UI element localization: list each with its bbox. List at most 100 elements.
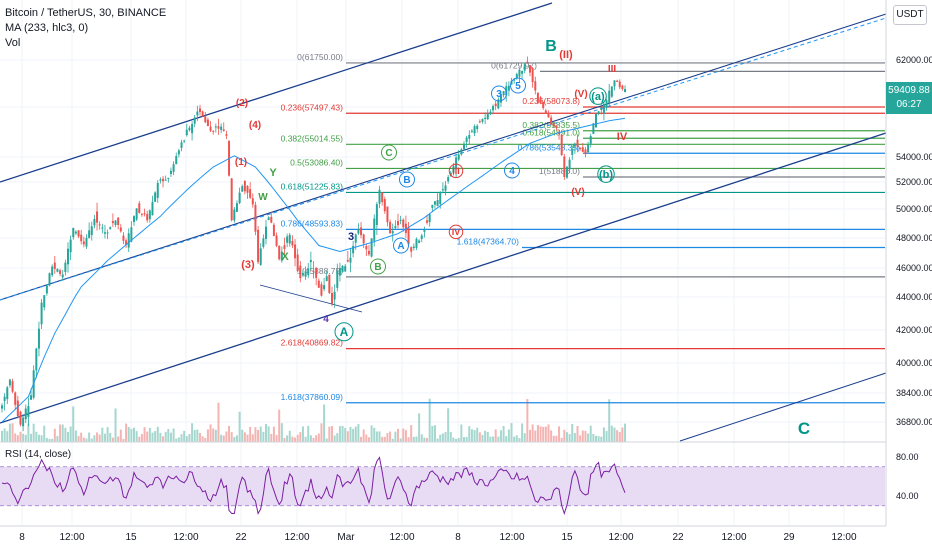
volume-bar bbox=[138, 436, 141, 442]
candle-body bbox=[375, 204, 378, 225]
volume-bar bbox=[275, 435, 278, 442]
candle-body bbox=[323, 285, 326, 290]
volume-bar bbox=[510, 423, 513, 442]
volume-bar bbox=[259, 426, 262, 442]
volume-bar bbox=[468, 426, 471, 442]
candle-body bbox=[162, 178, 165, 182]
candle-body bbox=[529, 65, 531, 73]
candle-body bbox=[201, 111, 204, 116]
volume-bar bbox=[167, 429, 170, 442]
volume-bar bbox=[45, 437, 48, 442]
wave-label: (V) bbox=[574, 89, 587, 100]
volume-bar bbox=[294, 437, 297, 442]
candle-body bbox=[336, 270, 339, 288]
candle-body bbox=[492, 106, 495, 111]
candle-body bbox=[589, 136, 592, 144]
candle-body bbox=[265, 226, 267, 239]
volume-bar bbox=[333, 435, 336, 442]
volume-bar bbox=[172, 428, 175, 442]
candle-body bbox=[536, 93, 539, 103]
candle-body bbox=[394, 226, 397, 228]
vol-legend[interactable]: Vol bbox=[5, 37, 21, 49]
candle-body bbox=[275, 235, 278, 246]
moving-average bbox=[1, 117, 626, 423]
candle-body bbox=[489, 111, 492, 114]
candle-body bbox=[301, 273, 304, 276]
fib-level-label: 0.5(53086.40) bbox=[290, 157, 343, 167]
candle-body bbox=[447, 177, 450, 182]
volume-bar bbox=[602, 427, 605, 442]
candle-body bbox=[407, 227, 410, 245]
volume-bar bbox=[191, 423, 194, 442]
price-axis-label: 42000.00 bbox=[896, 325, 932, 335]
candle-body bbox=[605, 100, 608, 108]
volume-bar bbox=[246, 434, 249, 442]
candle-body bbox=[550, 117, 553, 125]
wave-label-circle bbox=[381, 144, 397, 161]
candle-body bbox=[507, 85, 510, 91]
wave-label-circle bbox=[370, 258, 386, 275]
price-axis-label: 36800.00 bbox=[896, 417, 932, 427]
volume-bar bbox=[312, 437, 315, 442]
volume-bar bbox=[344, 428, 347, 442]
volume-bar bbox=[486, 431, 489, 442]
candle-body bbox=[88, 230, 91, 238]
volume-bar bbox=[568, 434, 571, 442]
candle-body bbox=[481, 119, 484, 122]
candle-body bbox=[563, 156, 566, 177]
volume-bar bbox=[539, 426, 542, 442]
candle-body bbox=[151, 201, 154, 215]
wave-label-circle bbox=[399, 171, 415, 188]
candle-body bbox=[420, 235, 423, 240]
candle-body bbox=[558, 132, 561, 134]
wave-label: B bbox=[545, 38, 557, 55]
candle-body bbox=[148, 210, 151, 220]
volume-bar bbox=[444, 432, 447, 442]
rsi-legend[interactable]: RSI (14, close) bbox=[5, 449, 72, 460]
candle-body bbox=[135, 208, 138, 220]
time-axis-label: 15 bbox=[125, 532, 137, 543]
candle-body bbox=[27, 406, 30, 417]
candle-body bbox=[249, 189, 252, 198]
candle-body bbox=[154, 192, 157, 202]
volume-bar bbox=[156, 426, 159, 442]
volume-bar bbox=[220, 434, 223, 442]
volume-bar bbox=[365, 434, 368, 442]
candle-body bbox=[72, 228, 75, 238]
volume-bar bbox=[373, 427, 376, 442]
candle-body bbox=[610, 86, 613, 97]
volume-bar bbox=[214, 429, 217, 442]
volume-bar bbox=[555, 435, 558, 442]
candle-body bbox=[127, 233, 130, 248]
candle-body bbox=[51, 266, 54, 276]
time-axis-label: 8 bbox=[455, 532, 461, 543]
candle-body bbox=[156, 182, 159, 198]
elliott-wave-labels: B C (II) (V) (V) (a) (b) III IV (2)(4) (3) (1) Y W X 3 4… bbox=[235, 38, 810, 438]
candle-body bbox=[143, 213, 146, 215]
volume-bar bbox=[621, 427, 624, 442]
volume-bar bbox=[426, 438, 429, 442]
candle-body bbox=[59, 270, 62, 275]
candle-body bbox=[6, 387, 9, 400]
volume-bar bbox=[225, 431, 228, 442]
candle-body bbox=[423, 229, 426, 232]
price-candles bbox=[1, 56, 627, 432]
volume-bar bbox=[536, 425, 539, 442]
candle-body bbox=[418, 240, 421, 243]
volume-bar bbox=[542, 426, 545, 442]
candle-body bbox=[595, 113, 597, 128]
volume-bar bbox=[354, 426, 357, 442]
wave-label: B bbox=[403, 175, 410, 186]
candle-body bbox=[93, 219, 96, 226]
candle-body bbox=[209, 126, 212, 131]
volume-bar bbox=[43, 425, 46, 442]
candle-body bbox=[212, 130, 215, 132]
currency-button[interactable]: USDT bbox=[893, 5, 927, 25]
volume-bar bbox=[595, 435, 597, 442]
candle-body bbox=[40, 302, 43, 325]
wave-label: (II) bbox=[559, 49, 573, 61]
volume-bar bbox=[420, 434, 423, 442]
volume-bars bbox=[1, 398, 627, 442]
ma-legend[interactable]: MA (233, hlc3, 0) bbox=[5, 22, 89, 34]
